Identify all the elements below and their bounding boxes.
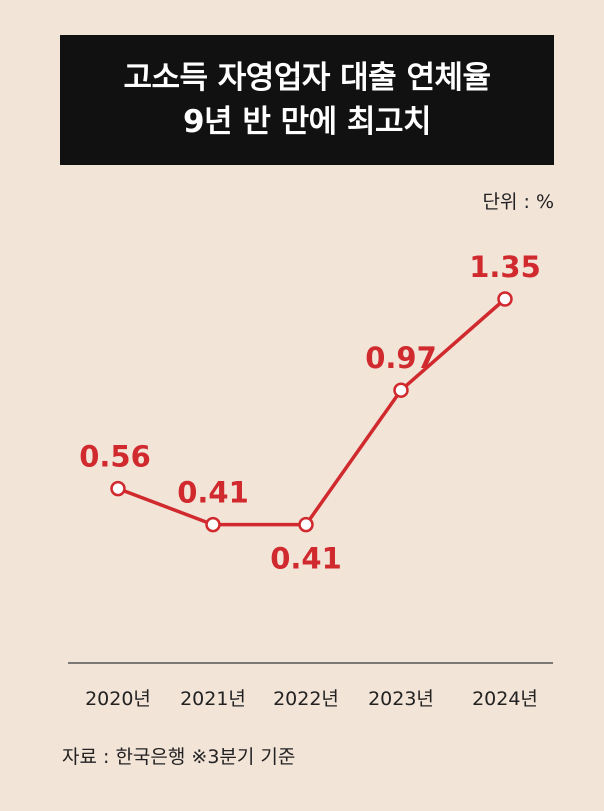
title-line-1: 고소득 자영업자 대출 연체율 [123,60,491,96]
value-label: 0.41 [270,542,342,576]
title-box: 고소득 자영업자 대출 연체율 9년 반 만에 최고치 [60,35,554,165]
value-labels: 0.56 0.41 0.41 0.97 1.35 [79,250,541,576]
x-tick-label: 2024년 [472,688,538,710]
value-label: 0.56 [79,440,151,474]
value-label: 0.97 [365,341,437,375]
source-note: 자료 : 한국은행 ※3분기 기준 [62,746,296,768]
x-tick-label: 2021년 [180,688,246,710]
value-label: 1.35 [469,250,541,284]
data-point [110,480,126,497]
x-tick-label: 2023년 [368,688,434,710]
title-line-2: 9년 반 만에 최고치 [182,104,432,140]
series-line [117,297,507,527]
x-tick-labels: 2020년 2021년 2022년 2023년 2024년 [85,688,538,710]
data-points [110,291,513,533]
x-tick-label: 2020년 [85,688,151,710]
data-point [393,382,409,398]
unit-label: 단위 : % [482,191,555,213]
data-point [205,516,221,533]
x-tick-label: 2022년 [273,688,339,710]
data-point [497,291,513,307]
data-point [298,516,314,533]
value-label: 0.41 [177,476,249,510]
